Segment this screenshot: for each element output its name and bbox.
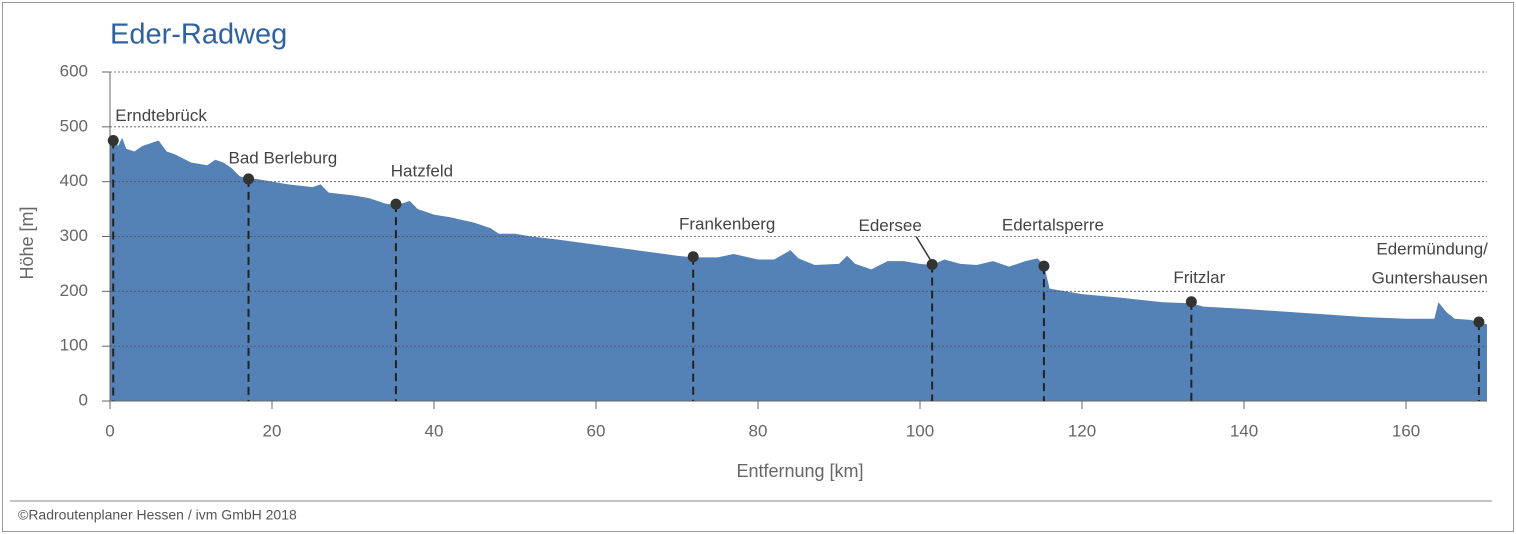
footer: ©Radroutenplaner Hessen / ivm GmbH 2018: [18, 507, 297, 523]
waypoint-label: Guntershausen: [1372, 269, 1488, 288]
y-tick-label: 100: [60, 336, 88, 355]
x-tick-label: 120: [1068, 421, 1096, 440]
x-tick-label: 0: [105, 421, 114, 440]
x-tick-label: 20: [263, 421, 282, 440]
x-axis-label: Entfernung [km]: [736, 461, 863, 481]
x-tick-label: 160: [1392, 421, 1420, 440]
waypoint: [107, 135, 119, 147]
waypoint: [1038, 260, 1050, 272]
leader-line: [915, 236, 931, 260]
y-tick-label: 200: [60, 281, 88, 300]
waypoint: [1473, 316, 1485, 328]
chart-title: Eder-Radweg: [110, 19, 287, 51]
waypoint-label: Frankenberg: [679, 214, 775, 233]
waypoint-label: Edermündung/: [1376, 240, 1488, 259]
x-tick-label: 60: [587, 421, 606, 440]
waypoint-label: Hatzfeld: [391, 162, 453, 181]
y-tick-label: 400: [60, 171, 88, 190]
y-axis-label: Höhe [m]: [17, 206, 37, 279]
x-tick-label: 80: [749, 421, 768, 440]
y-tick-label: 0: [79, 390, 88, 409]
waypoint-label: Bad Berleburg: [229, 148, 338, 167]
elevation-area: [110, 137, 1487, 402]
x-tick-label: 140: [1230, 421, 1258, 440]
waypoint-label: Edersee: [858, 216, 921, 235]
y-tick-label: 300: [60, 226, 88, 245]
waypoint: [390, 198, 402, 210]
waypoint-label: Edertalsperre: [1002, 216, 1104, 235]
y-tick-label: 600: [60, 61, 88, 80]
waypoint: [243, 173, 255, 185]
waypoint: [687, 251, 699, 263]
x-tick-label: 40: [425, 421, 444, 440]
waypoint-label: Fritzlar: [1173, 268, 1225, 287]
waypoint-label: Erndtebrück: [115, 106, 207, 125]
y-tick-label: 500: [60, 116, 88, 135]
x-tick-label: 100: [906, 421, 934, 440]
waypoint: [926, 258, 938, 270]
waypoint: [1185, 296, 1197, 308]
